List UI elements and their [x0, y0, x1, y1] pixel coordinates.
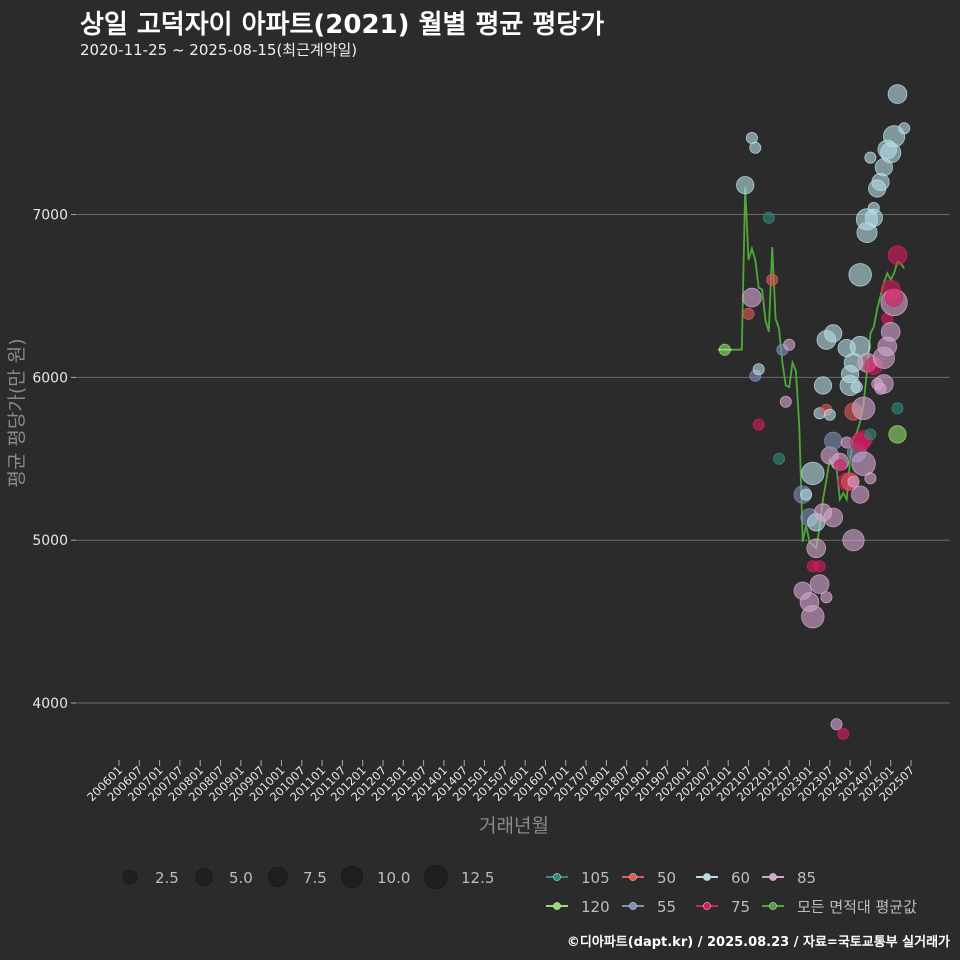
- data-point: [874, 374, 894, 394]
- color-legend-dot: [553, 873, 561, 881]
- color-legend-label: 모든 면적대 평균값: [797, 898, 917, 916]
- data-point: [779, 395, 792, 408]
- size-legend-key: [195, 868, 213, 886]
- y-tick-label: 6000: [32, 370, 68, 386]
- data-point: [837, 727, 850, 740]
- color-legend-dot: [629, 902, 637, 910]
- y-tick-label: 7000: [32, 208, 68, 224]
- data-point: [884, 288, 904, 307]
- data-point: [742, 287, 762, 308]
- data-point: [864, 151, 877, 164]
- data-point: [752, 418, 765, 431]
- points-layer: [718, 84, 911, 740]
- data-point: [823, 408, 836, 421]
- data-point: [813, 560, 826, 573]
- size-legend-key: [267, 866, 289, 888]
- data-point: [783, 338, 796, 351]
- size-legend-label: 7.5: [303, 869, 327, 887]
- data-point: [842, 529, 865, 552]
- data-point: [864, 428, 877, 441]
- data-point: [742, 307, 755, 320]
- data-point: [891, 402, 904, 415]
- data-point: [850, 381, 863, 394]
- data-point: [824, 431, 843, 450]
- data-point: [887, 84, 908, 104]
- color-legend-label: 85: [797, 869, 816, 887]
- data-point: [806, 538, 826, 559]
- color-legend-dot: [553, 902, 561, 910]
- data-point: [898, 122, 911, 135]
- color-legend-label: 120: [581, 898, 610, 916]
- data-point: [880, 321, 901, 342]
- data-point: [801, 605, 825, 629]
- data-point: [820, 591, 833, 604]
- color-legend-label: 55: [657, 898, 676, 916]
- color-legend-label: 60: [731, 869, 750, 887]
- grid-layer: [76, 214, 950, 704]
- chart-title: 상일 고덕자이 아파트(2021) 월별 평균 평당가: [80, 10, 605, 40]
- chart-subtitle: 2020-11-25 ~ 2025-08-15(최근계약일): [80, 41, 358, 59]
- data-point: [801, 461, 825, 486]
- color-legend-dot: [769, 873, 777, 881]
- data-point: [851, 485, 870, 504]
- color-legend-dot: [769, 902, 777, 910]
- data-point: [888, 425, 907, 444]
- data-point: [847, 475, 860, 488]
- data-point: [864, 208, 883, 227]
- size-legend-key: [340, 865, 364, 889]
- color-legend-label: 50: [657, 869, 676, 887]
- y-tick-label: 4000: [32, 696, 68, 712]
- data-point: [736, 176, 755, 195]
- data-point: [813, 376, 833, 395]
- color-legend-label: 75: [731, 898, 750, 916]
- data-point: [749, 141, 762, 154]
- size-legend-label: 2.5: [155, 869, 179, 887]
- data-point: [851, 451, 876, 476]
- data-point: [752, 363, 765, 376]
- size-legend-label: 5.0: [229, 869, 253, 887]
- data-point: [864, 472, 877, 485]
- y-axis-title: 평균 평당가(만 원): [6, 338, 28, 487]
- data-point: [848, 263, 872, 287]
- color-legend-dot: [703, 873, 711, 881]
- size-legend-label: 12.5: [461, 869, 494, 887]
- data-point: [830, 718, 843, 731]
- data-point: [833, 459, 846, 472]
- y-tick-label: 5000: [32, 533, 68, 549]
- legend: 2.5 5.0 7.5 10.0 12.5 105 50 60 85 120 55 75 모든 면적대 …: [122, 865, 917, 916]
- axis-layer: 4000500060007000200601200607200701200707…: [32, 208, 917, 805]
- data-point: [766, 273, 779, 286]
- data-point: [718, 343, 731, 356]
- color-legend-dot: [629, 873, 637, 881]
- color-legend-label: 105: [581, 869, 610, 887]
- x-axis-title: 거래년월: [479, 815, 549, 837]
- data-point: [851, 396, 876, 421]
- size-legend-key: [122, 869, 138, 885]
- footer-credit: ©디아파트(dapt.kr) / 2025.08.23 / 자료=국토교통부 실…: [566, 935, 950, 950]
- data-point: [809, 574, 830, 594]
- color-legend-dot: [703, 902, 711, 910]
- data-point: [823, 507, 843, 528]
- data-point: [773, 452, 786, 465]
- data-point: [800, 488, 813, 501]
- size-legend-key: [424, 865, 448, 889]
- data-point: [887, 245, 908, 266]
- data-point: [762, 211, 775, 224]
- size-legend-label: 10.0: [377, 869, 410, 887]
- data-point: [824, 324, 843, 343]
